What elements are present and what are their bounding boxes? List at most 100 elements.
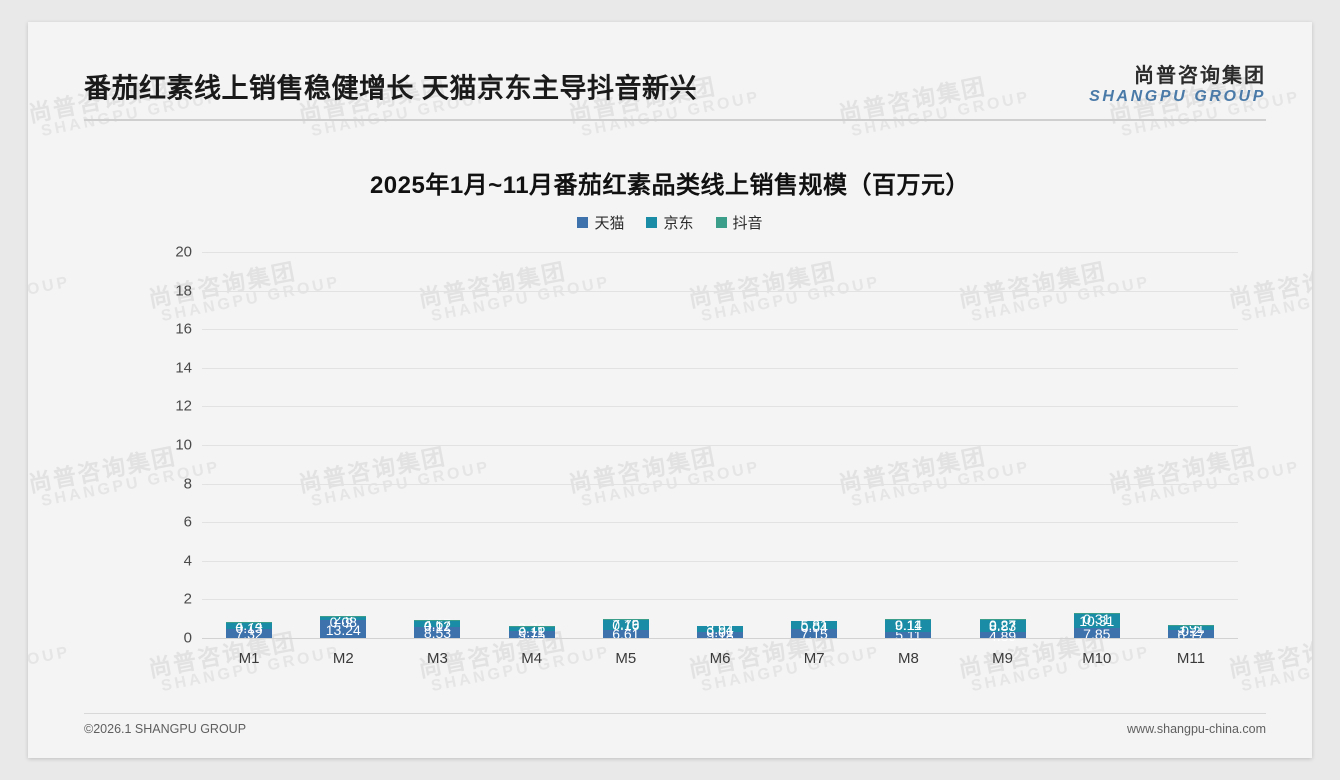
- bar-value-label: 7.15: [800, 626, 828, 642]
- bar-value-label: 3.91: [1177, 619, 1205, 636]
- x-axis-tick-label: M1: [238, 650, 260, 667]
- bar-segment-京东[interactable]: 3.94: [697, 622, 744, 636]
- bar-column-M5[interactable]: 6.61 7.79 0.16 M5: [579, 253, 673, 667]
- bar-column-M7[interactable]: 7.15 5.81 0.04 M7: [767, 253, 861, 667]
- bar-segment-京东[interactable]: 7.79: [602, 616, 649, 633]
- footer-website[interactable]: www.shangpu-china.com: [1127, 722, 1266, 736]
- bar-segment-京东[interactable]: 2.8: [320, 612, 367, 626]
- bar-segment-京东[interactable]: 5.81: [791, 616, 838, 633]
- slide-header: 番茄红素线上销售稳健增长 天猫京东主导抖音新兴 尚普咨询集团 SHANGPU G…: [28, 22, 1312, 118]
- bar-column-M4[interactable]: 5.75 3.76 0.11 M4: [485, 253, 579, 667]
- bar-segment-京东[interactable]: 3.76: [508, 621, 555, 635]
- bar-stack: 6.61 7.79 0.16: [602, 611, 649, 643]
- bar-segment-天猫[interactable]: 7.85: [1073, 625, 1120, 642]
- bar-value-label: 0.27: [988, 617, 1017, 634]
- y-axis-tick-label: 14: [175, 359, 192, 377]
- bar-value-label: 9.14: [894, 617, 923, 634]
- legend-label: 抖音: [732, 215, 763, 232]
- brand-logo: 尚普咨询集团 SHANGPU GROUP: [1089, 66, 1266, 106]
- bar-value-label: 8.83: [988, 617, 1017, 634]
- bar-column-M2[interactable]: 13.24 2.8 0.08 M2: [296, 253, 390, 667]
- bar-stack: 5.75 3.76 0.11: [508, 611, 555, 642]
- bar-segment-天猫[interactable]: 7.32: [226, 627, 273, 641]
- legend-swatch-icon: [715, 217, 727, 228]
- bar-segment-京东[interactable]: 4.74: [226, 618, 273, 632]
- legend-item-京东[interactable]: 京东: [646, 212, 694, 233]
- x-axis-tick-label: M8: [897, 650, 919, 667]
- bar-value-label: 4.67: [423, 615, 452, 632]
- chart-gridline: 10: [175, 437, 1238, 454]
- bar-value-label: 8.53: [423, 625, 452, 642]
- bar-segment-京东[interactable]: 8.83: [979, 617, 1026, 634]
- y-axis-tick-label: 16: [175, 320, 192, 338]
- bar-stack: 7.32 4.74 0.13: [226, 611, 273, 641]
- legend-swatch-icon: [577, 217, 589, 228]
- chart-plot-area: 7.32 4.74 0.13 M1 13.24 2.8 0.08 M2 8.53 4.67 0.12…: [136, 227, 1260, 672]
- x-axis-tick-label: M3: [427, 650, 448, 667]
- bar-stack: 13.24 2.8 0.08: [320, 611, 367, 639]
- bar-column-M10[interactable]: 7.85 10.31 0.31 M10: [1050, 253, 1144, 667]
- chart-gridline: 4: [184, 552, 1238, 569]
- legend-item-天猫[interactable]: 天猫: [577, 212, 624, 233]
- x-axis-tick-label: M7: [803, 650, 825, 667]
- bar-segment-天猫[interactable]: 6.61: [602, 626, 649, 643]
- bar-segment-京东[interactable]: 4.67: [414, 617, 461, 631]
- legend-item-抖音[interactable]: 抖音: [715, 212, 763, 233]
- y-axis-tick-label: 18: [175, 282, 192, 300]
- slide-canvas: 尚普咨询集团 SHANGPU GROUP 尚普咨询集团 SHANGPU GROUP 尚普…: [28, 22, 1312, 758]
- bar-value-label: 7.79: [612, 616, 640, 633]
- bar-value-label: 6.61: [612, 626, 640, 643]
- bar-value-label: 5.81: [800, 616, 828, 633]
- bar-value-label: 4.74: [235, 617, 263, 634]
- chart-legend: 天猫 京东 抖音: [28, 212, 1312, 233]
- x-axis-tick-label: M5: [615, 650, 637, 667]
- y-axis-tick-label: 8: [183, 475, 192, 493]
- bar-segment-京东[interactable]: 9.14: [885, 617, 932, 634]
- bar-column-M6[interactable]: 5.18 3.94 0.01 M6: [673, 253, 767, 667]
- chart-grid-area: 7.32 4.74 0.13 M1 13.24 2.8 0.08 M2 8.53 4.67 0.12…: [175, 244, 1238, 667]
- bar-value-label: 7.85: [1083, 625, 1111, 642]
- bar-column-M1[interactable]: 7.32 4.74 0.13 M1: [202, 253, 296, 667]
- chart-gridline: 16: [175, 321, 1238, 338]
- bar-value-label: 13.24: [325, 621, 361, 638]
- chart-title: 2025年1月~11月番茄红素品类线上销售规模（百万元）: [369, 172, 971, 199]
- bar-stack: 7.85 10.31 0.31: [1073, 611, 1120, 642]
- bar-segment-天猫[interactable]: 8.53: [414, 625, 461, 642]
- bar-value-label: 0.31: [1083, 611, 1111, 628]
- bar-segment-天猫[interactable]: 7.15: [791, 626, 838, 642]
- bar-value-label: 10.31: [1079, 612, 1115, 629]
- bar-value-label: 0.16: [612, 616, 640, 633]
- chart-gridline: 8: [184, 475, 1238, 492]
- chart-gridline: 2: [184, 591, 1238, 608]
- chart-gridline: 18: [175, 282, 1238, 299]
- brand-logo-cn: 尚普咨询集团: [1134, 65, 1266, 87]
- y-axis-tick-label: 6: [183, 513, 192, 531]
- bar-column-M11[interactable]: 6.17 3.91 0.2 M11: [1144, 253, 1238, 667]
- bar-column-M3[interactable]: 8.53 4.67 0.12 M3: [390, 253, 484, 667]
- y-axis-tick-label: 0: [183, 629, 192, 647]
- bar-value-label: 0.11: [518, 623, 545, 640]
- bar-stack: 8.53 4.67 0.12: [414, 611, 461, 642]
- x-axis-tick-label: M10: [1082, 650, 1112, 667]
- bar-value-label: 3.94: [706, 621, 734, 637]
- bar-column-M9[interactable]: 4.89 8.83 0.27 M9: [956, 253, 1050, 667]
- x-axis-tick-label: M2: [332, 650, 354, 667]
- bar-value-label: 3.76: [518, 620, 546, 637]
- bar-stack: 7.15 5.81 0.04: [791, 611, 838, 642]
- y-axis-tick-label: 20: [175, 243, 192, 261]
- footer-divider: [84, 713, 1266, 714]
- bar-value-label: 0.08: [329, 614, 357, 631]
- bar-stack: 6.17 3.91 0.2: [1167, 611, 1214, 642]
- bar-value-label: 0.11: [895, 616, 922, 633]
- legend-label: 天猫: [594, 215, 625, 232]
- bar-segment-京东[interactable]: 3.91: [1167, 621, 1214, 635]
- footer-copyright: ©2026.1 SHANGPU GROUP: [84, 722, 247, 736]
- bar-column-M8[interactable]: 5.11 9.14 0.11 M8: [861, 253, 955, 667]
- chart-gridline: 20: [175, 244, 1238, 261]
- bar-value-label: 2.8: [333, 610, 354, 627]
- bar-segment-天猫[interactable]: 13.24: [320, 620, 367, 639]
- bar-segment-京东[interactable]: 10.31: [1073, 612, 1120, 629]
- y-axis-tick-label: 2: [183, 590, 192, 608]
